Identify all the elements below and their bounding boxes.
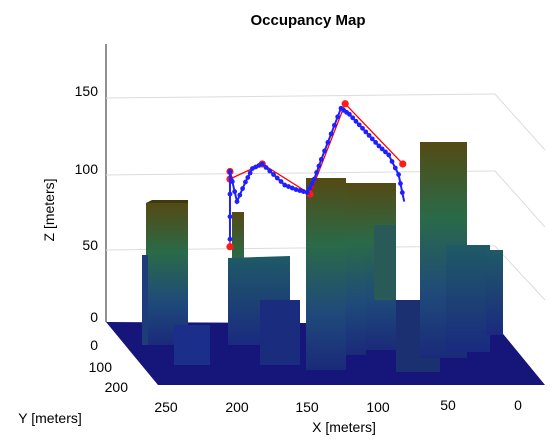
trajectory-point (373, 140, 379, 145)
trajectory-point (293, 187, 299, 192)
trajectory-point (396, 172, 401, 177)
buildings (142, 142, 503, 372)
trajectory-point (376, 143, 382, 149)
trajectory-point (379, 146, 385, 152)
building (142, 255, 148, 345)
waypoint-marker (226, 243, 234, 251)
trajectory-point (386, 152, 392, 158)
trajectory-point (309, 181, 315, 186)
z-tick-label: 0 (90, 309, 98, 325)
trajectory-point (347, 111, 352, 117)
building (260, 300, 300, 365)
trajectory-point (328, 131, 334, 137)
trajectory-point (314, 170, 320, 175)
trajectory-point (316, 163, 322, 169)
trajectory-point (307, 185, 312, 191)
trajectory-point (350, 115, 356, 121)
trajectory-point (227, 236, 233, 242)
trajectory-point (369, 136, 375, 142)
trajectory-point (278, 179, 284, 184)
trajectory-point (389, 159, 395, 164)
building (346, 183, 366, 355)
building (174, 325, 210, 365)
gridline-side-50 (494, 245, 546, 301)
trajectory-point (271, 172, 276, 177)
trajectory-point (240, 186, 246, 191)
building (146, 200, 188, 203)
y-tick-label: 200 (105, 379, 129, 395)
y-tick-labels: 0 100 200 (89, 337, 129, 395)
trajectory-point (247, 170, 253, 176)
trajectory-point (383, 149, 388, 155)
trajectory-point (229, 179, 235, 184)
trajectory-point (234, 199, 240, 205)
trajectory-point (227, 214, 233, 220)
trajectory-point (398, 181, 403, 186)
trajectory-point (363, 129, 369, 135)
x-tick-label: 250 (154, 399, 178, 415)
trajectory-point (318, 157, 324, 162)
trajectory-point (301, 189, 306, 194)
trajectory-point (392, 165, 398, 171)
y-tick-label: 100 (89, 359, 113, 375)
trajectory-point (399, 190, 405, 195)
trajectory-point (332, 122, 337, 128)
trajectory-point (227, 169, 233, 174)
trajectory-point (366, 132, 372, 138)
trajectory-point (289, 185, 295, 191)
gridline-z-150 (105, 93, 496, 99)
z-tick-labels: 150 100 50 0 (75, 83, 99, 325)
building (306, 178, 346, 370)
trajectory-point (227, 191, 233, 197)
trajectory-point (243, 179, 248, 185)
x-tick-labels: 250 200 150 100 50 0 (154, 397, 522, 415)
x-tick-label: 0 (514, 397, 522, 413)
building (374, 225, 396, 300)
y-tick-label: 0 (90, 337, 98, 353)
trajectory-point (259, 161, 265, 167)
trajectory-point (286, 184, 291, 189)
building (486, 250, 503, 335)
trajectory-point (353, 118, 359, 124)
z-tick-label: 50 (82, 237, 98, 253)
gridline-side-150 (494, 93, 546, 151)
y-axis-label: Y [meters] (18, 410, 82, 426)
building (446, 245, 490, 352)
z-tick-label: 150 (75, 83, 99, 99)
x-tick-label: 50 (440, 397, 456, 413)
x-tick-label: 100 (366, 399, 390, 415)
trajectory-point (245, 175, 251, 180)
z-axis-label: Z [meters] (41, 178, 57, 241)
gridline-side-100 (494, 170, 546, 228)
trajectory-point (304, 190, 310, 195)
trajectory-point (311, 176, 317, 182)
trajectory-point (360, 125, 365, 131)
x-axis-label: X [meters] (312, 419, 376, 435)
trajectory-layer (227, 105, 406, 242)
z-tick-label: 100 (75, 161, 99, 177)
chart-title: Occupancy Map (250, 12, 365, 29)
trajectory-point (232, 189, 238, 194)
trajectory-point (282, 182, 288, 188)
trajectory-point (263, 165, 269, 170)
trajectory-point (356, 122, 362, 128)
trajectory-point (237, 192, 243, 198)
waypoint-marker (399, 160, 407, 168)
building (146, 203, 188, 345)
trajectory-point (297, 188, 303, 193)
x-tick-label: 200 (225, 399, 249, 415)
trajectory-point (322, 148, 327, 154)
trajectory-point (267, 168, 273, 174)
x-tick-label: 150 (295, 399, 319, 415)
trajectory-point (335, 114, 341, 120)
trajectory-point (325, 140, 331, 145)
waypoint-marker (341, 100, 349, 108)
trajectory-point (274, 175, 280, 181)
